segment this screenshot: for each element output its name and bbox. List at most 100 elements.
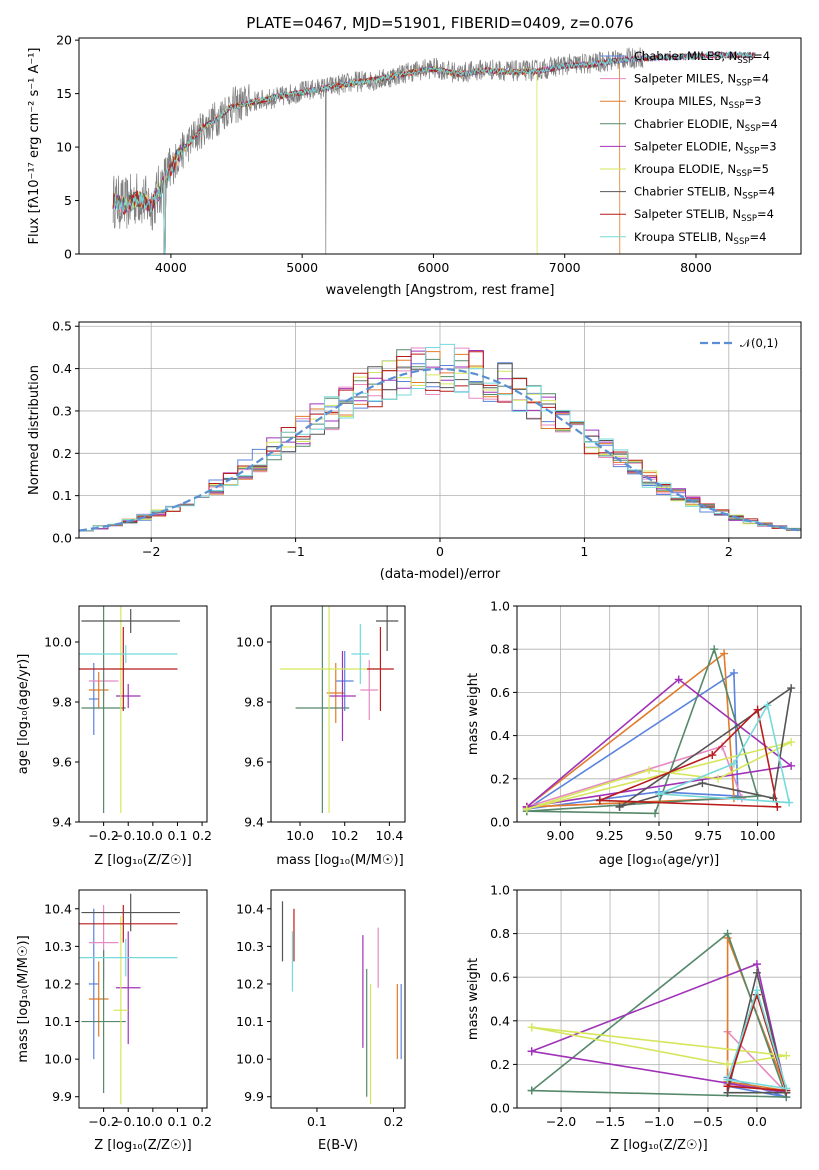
y-tick-label: 0.1 xyxy=(52,488,72,503)
y-tick-label: 0.4 xyxy=(490,728,510,743)
x-tick-label: 2 xyxy=(725,544,733,559)
y-tick-label: 0.4 xyxy=(490,1013,510,1028)
mass-weight-line xyxy=(726,987,788,1090)
y-tick-label: 10.0 xyxy=(236,635,264,650)
y-tick-label: 0.5 xyxy=(52,319,72,334)
mass-weight-marker xyxy=(752,968,761,977)
axes-frame xyxy=(78,605,208,823)
y-tick-label: 10.2 xyxy=(44,976,72,991)
mass-weight-z-panel: −2.0 −1.5 −1.0 −0.5 0.0 0.0 0.2 0.4 0.6 0.8 1.0 xyxy=(490,883,802,1129)
y-tick-label: 0.0 xyxy=(490,1101,510,1116)
x-tick-label: 10.2 xyxy=(331,828,359,843)
plot-area xyxy=(281,901,402,1105)
x-tick-label: 9.75 xyxy=(694,828,722,843)
mass-weight-marker xyxy=(752,960,761,969)
mass-weight-marker xyxy=(773,802,782,811)
y-tick-label: 10.0 xyxy=(236,1052,264,1067)
x-tick-label: 0.0 xyxy=(143,828,163,843)
y-tick-label: 1.0 xyxy=(490,883,510,898)
mass-weight-marker xyxy=(785,798,794,807)
legend-label: Salpeter MILES, NSSP=4 xyxy=(634,72,769,89)
histogram-ylabel: Normed distribution xyxy=(27,365,42,495)
mass-weight-marker xyxy=(527,1047,536,1056)
x-tick-label: 4000 xyxy=(155,260,187,275)
mass-weight-marker xyxy=(729,668,738,677)
x-tick-label: 9.25 xyxy=(596,828,624,843)
plot-area xyxy=(79,343,801,532)
mass-weight-line xyxy=(526,671,739,810)
axes-frame xyxy=(270,889,406,1109)
age-vs-mass-panel: 10.0 10.2 10.4 9.4 9.6 9.8 10.0 xyxy=(236,605,406,843)
axes-frame xyxy=(78,889,208,1109)
mass-weight-z-panel-xlabel: Z [log₁₀(Z/Z☉)] xyxy=(610,1138,707,1153)
y-tick-label: 10.3 xyxy=(44,939,72,954)
x-tick-label: 6000 xyxy=(418,260,450,275)
x-tick-label: −0.1 xyxy=(113,828,143,843)
mass-weight-line xyxy=(531,1026,787,1066)
x-tick-label: −1 xyxy=(286,544,304,559)
mass-weight-line xyxy=(531,963,788,1094)
mass-weight-age-panel-xlabel: age [log₁₀(age/yr)] xyxy=(599,853,720,868)
mass-weight-marker xyxy=(782,1084,791,1093)
mass-weight-marker xyxy=(753,705,762,714)
x-tick-label: −1.5 xyxy=(595,1114,625,1129)
y-tick-label: 0.3 xyxy=(52,403,72,418)
mass-weight-marker xyxy=(714,774,723,783)
mass-weight-marker xyxy=(752,986,761,995)
x-tick-label: −2.0 xyxy=(546,1114,576,1129)
y-tick-label: 10.3 xyxy=(236,939,264,954)
x-tick-label: 5000 xyxy=(286,260,318,275)
y-tick-label: 5 xyxy=(64,193,72,208)
plot-area xyxy=(527,929,791,1102)
legend-label: Kroupa ELODIE, NSSP=5 xyxy=(634,162,769,179)
mass-weight-marker xyxy=(787,761,796,770)
mass-vs-ebv-panel: 0.1 0.2 9.9 10.0 10.1 10.2 10.3 10.4 xyxy=(236,889,406,1129)
y-tick-label: 10.1 xyxy=(236,1014,264,1029)
model-spectrum-line xyxy=(112,57,621,254)
mass-weight-marker xyxy=(737,794,746,803)
mass-weight-marker xyxy=(595,796,604,805)
y-tick-label: 0.6 xyxy=(490,970,510,985)
mass-weight-marker xyxy=(710,645,719,654)
x-tick-label: 9.00 xyxy=(546,828,574,843)
y-tick-label: 20 xyxy=(56,33,72,48)
mass-vs-z-panel: −0.2−0.1 0.0 0.1 0.2 9.9 10.0 10.1 10.2 10.3 10.4 xyxy=(44,889,212,1129)
y-tick-label: 9.9 xyxy=(52,1089,72,1104)
x-tick-label: 0.2 xyxy=(384,1114,404,1129)
mass-weight-marker xyxy=(674,675,683,684)
x-tick-label: 0.1 xyxy=(307,1114,327,1129)
y-tick-label: 10.1 xyxy=(44,1014,72,1029)
y-tick-label: 0.0 xyxy=(52,531,72,546)
y-tick-label: 9.4 xyxy=(52,815,72,830)
x-tick-label: −0.2 xyxy=(88,828,118,843)
mass-weight-age-panel-ylabel: mass weight xyxy=(466,673,481,755)
spectrum-xlabel: wavelength [Angstrom, rest frame] xyxy=(326,283,555,298)
mass-weight-line xyxy=(531,932,788,1098)
y-tick-label: 10 xyxy=(56,140,72,155)
legend-label: 𝒩(0,1) xyxy=(740,336,778,350)
y-tick-label: 9.4 xyxy=(244,815,264,830)
x-tick-label: 9.50 xyxy=(645,828,673,843)
x-tick-label: 10.0 xyxy=(286,828,314,843)
y-tick-label: 10.0 xyxy=(44,635,72,650)
y-tick-label: 9.6 xyxy=(244,755,264,770)
mass-weight-marker xyxy=(723,929,732,938)
mass-weight-marker xyxy=(527,1086,536,1095)
mass-weight-line xyxy=(726,991,788,1092)
x-tick-label: −0.1 xyxy=(113,1114,143,1129)
model-spectrum-line xyxy=(113,50,756,254)
chart-title: PLATE=0467, MJD=51901, FIBERID=0409, z=0… xyxy=(246,14,633,32)
legend-label: Salpeter STELIB, NSSP=4 xyxy=(634,207,774,224)
x-tick-label: −0.5 xyxy=(693,1114,723,1129)
mass-weight-z-panel-ylabel: mass weight xyxy=(466,958,481,1040)
y-tick-label: 10.4 xyxy=(44,901,72,916)
gaussian-reference xyxy=(79,367,801,532)
x-tick-label: −1.0 xyxy=(644,1114,674,1129)
mass-vs-ebv-panel-xlabel: E(B-V) xyxy=(318,1138,358,1153)
y-tick-label: 15 xyxy=(56,86,72,101)
mass-weight-age-panel: 9.00 9.25 9.50 9.75 10.00 0.0 0.2 0.4 0.6 0.8 1.0 xyxy=(490,599,802,843)
y-tick-label: 9.8 xyxy=(244,695,264,710)
mass-weight-marker xyxy=(615,802,624,811)
x-tick-label: 7000 xyxy=(549,260,581,275)
